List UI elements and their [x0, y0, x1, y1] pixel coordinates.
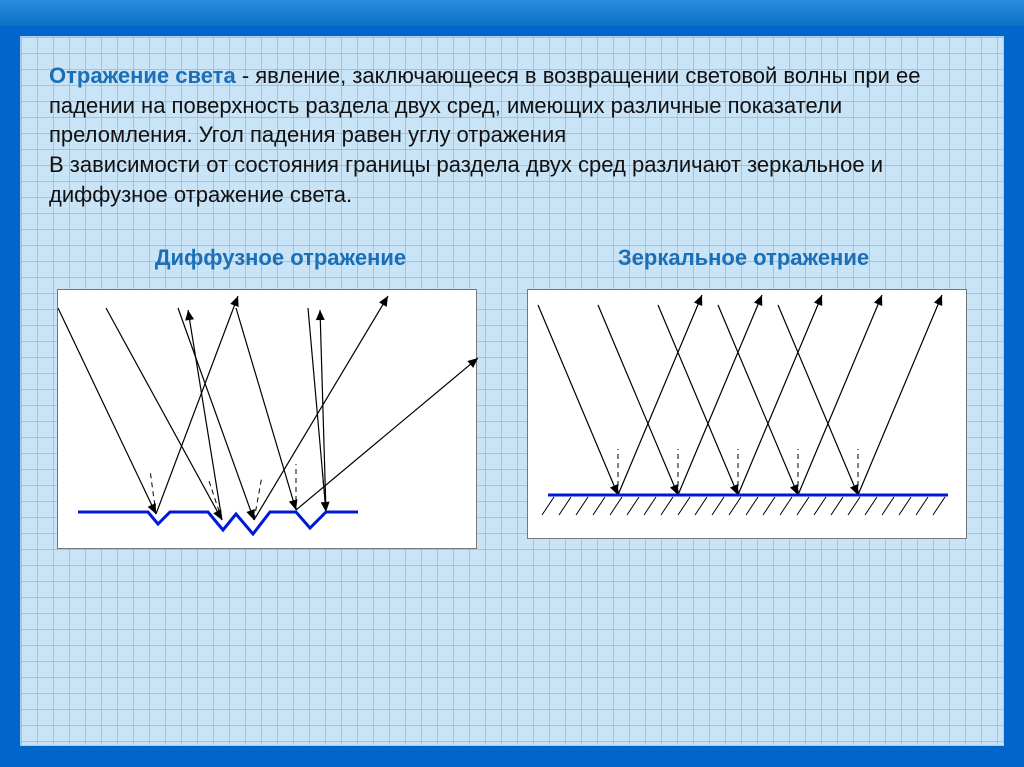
slide-top-bar: [0, 0, 1024, 26]
definition-paragraph: Отражение света - явление, заключающееся…: [49, 61, 975, 209]
diagrams-row: [49, 289, 975, 549]
slide-body: Отражение света - явление, заключающееся…: [20, 36, 1004, 746]
definition-text-2: В зависимости от состояния границы разде…: [49, 152, 883, 207]
diffuse-diagram: [57, 289, 477, 549]
specular-title: Зеркальное отражение: [512, 245, 975, 271]
term-label: Отражение света: [49, 63, 236, 88]
diffuse-title: Диффузное отражение: [49, 245, 512, 271]
specular-diagram: [527, 289, 967, 539]
diagram-titles-row: Диффузное отражение Зеркальное отражение: [49, 245, 975, 271]
